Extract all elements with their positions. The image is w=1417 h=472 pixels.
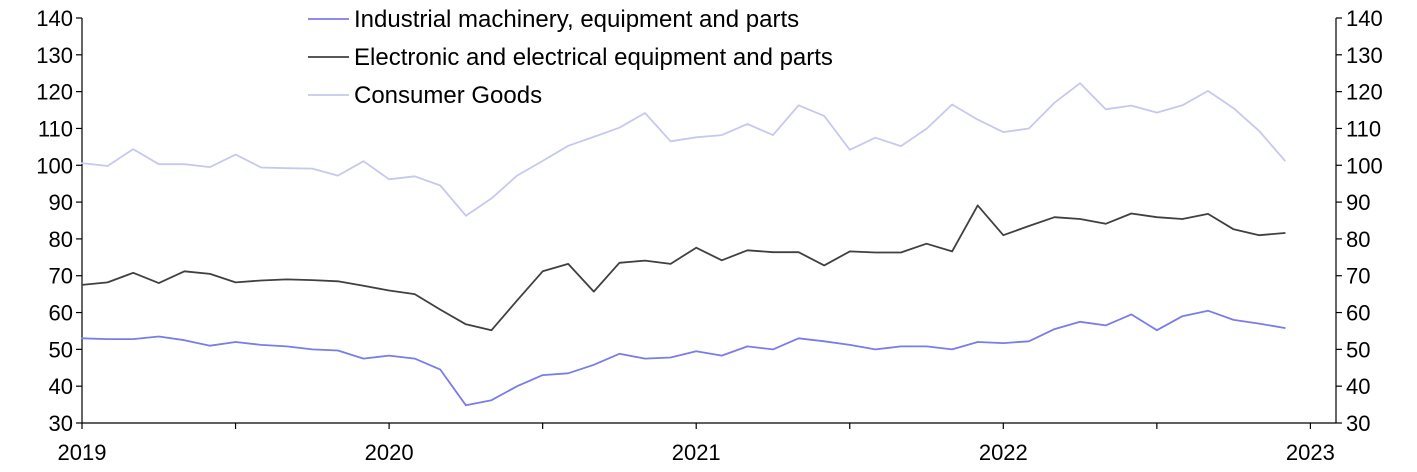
chart-legend: Industrial machinery, equipment and part…	[308, 6, 833, 109]
left-y-tick-label: 90	[49, 190, 73, 215]
x-tick-label: 2020	[365, 440, 414, 465]
right-y-tick-label: 100	[1346, 153, 1383, 178]
series-line-2	[81, 82, 1286, 217]
series-line-0	[81, 309, 1286, 407]
left-y-tick-label: 100	[36, 153, 73, 178]
chart-axes: 30 30 40 40 50 50 60 60 70 70 80 80 90 90 100 100 110 110…	[36, 6, 1382, 465]
right-y-tick-label: 30	[1346, 411, 1370, 436]
x-tick-label: 2019	[58, 440, 107, 465]
right-y-tick-label: 60	[1346, 301, 1370, 326]
left-y-tick-label: 30	[49, 411, 73, 436]
legend-label-1: Electronic and electrical equipment and …	[354, 44, 833, 71]
right-y-tick-label: 130	[1346, 43, 1383, 68]
legend-label-0: Industrial machinery, equipment and part…	[354, 6, 799, 33]
chart-series	[81, 82, 1286, 407]
series-line-1	[81, 204, 1286, 332]
x-tick-label: 2022	[979, 440, 1028, 465]
right-y-tick-label: 140	[1346, 6, 1383, 31]
left-y-tick-label: 70	[49, 264, 73, 289]
x-tick-label: 2023	[1286, 440, 1335, 465]
left-y-tick-label: 50	[49, 337, 73, 362]
right-y-tick-label: 50	[1346, 337, 1370, 362]
right-y-tick-label: 90	[1346, 190, 1370, 215]
left-y-tick-label: 110	[38, 116, 73, 141]
legend-label-2: Consumer Goods	[354, 82, 542, 109]
right-y-tick-label: 40	[1346, 374, 1370, 399]
left-y-tick-label: 40	[49, 374, 73, 399]
x-tick-label: 2021	[672, 440, 721, 465]
right-y-tick-label: 70	[1346, 264, 1370, 289]
left-y-tick-label: 140	[36, 6, 73, 31]
right-y-tick-label: 80	[1346, 227, 1370, 252]
right-y-tick-label: 120	[1346, 80, 1383, 105]
left-y-tick-label: 80	[49, 227, 73, 252]
right-y-tick-label: 110	[1346, 116, 1381, 141]
left-y-tick-label: 60	[49, 301, 73, 326]
left-y-tick-label: 120	[36, 80, 73, 105]
left-y-tick-label: 130	[36, 43, 73, 68]
